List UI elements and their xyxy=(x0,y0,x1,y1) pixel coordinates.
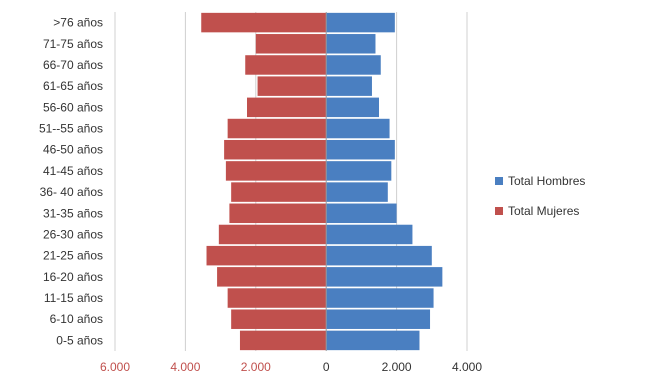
x-tick-label: 2.000 xyxy=(241,360,271,374)
bar-hombres-1 xyxy=(326,309,431,329)
category-label: 51--55 años xyxy=(39,122,103,136)
bar-mujeres-3 xyxy=(217,267,327,287)
bars xyxy=(201,12,443,351)
category-label: 41-45 años xyxy=(43,164,103,178)
bar-hombres-15 xyxy=(326,12,395,33)
x-tick-label: 4.000 xyxy=(170,360,200,374)
category-label: 16-20 años xyxy=(43,270,103,284)
x-tick-labels: 6.000 4.000 2.000 0 2.000 4.000 xyxy=(100,360,482,374)
bar-hombres-8 xyxy=(326,161,392,181)
bar-mujeres-12 xyxy=(257,76,327,96)
bar-mujeres-6 xyxy=(229,203,327,224)
category-label: 36- 40 años xyxy=(40,185,103,199)
bar-hombres-12 xyxy=(326,76,372,96)
x-tick-label: 0 xyxy=(323,360,330,374)
bar-hombres-14 xyxy=(326,34,376,54)
bar-hombres-11 xyxy=(326,97,379,118)
bar-hombres-10 xyxy=(326,118,390,139)
bar-mujeres-5 xyxy=(218,224,327,245)
category-label: 11-15 años xyxy=(44,291,103,305)
category-label: 21-25 años xyxy=(43,249,103,263)
x-tick-label: 4.000 xyxy=(452,360,482,374)
category-label: 71-75 años xyxy=(43,37,103,51)
category-label: 26-30 años xyxy=(43,227,103,241)
bar-hombres-9 xyxy=(326,139,395,160)
bar-mujeres-14 xyxy=(255,34,327,54)
category-label: 0-5 años xyxy=(56,333,103,347)
bar-mujeres-13 xyxy=(245,55,327,75)
legend-label-1: Total Mujeres xyxy=(508,204,579,218)
bar-mujeres-1 xyxy=(231,309,327,329)
bar-hombres-7 xyxy=(326,182,388,202)
bar-mujeres-15 xyxy=(201,12,327,33)
bar-hombres-4 xyxy=(326,245,432,266)
category-label: 46-50 años xyxy=(43,143,103,157)
bar-hombres-0 xyxy=(326,330,420,351)
category-label: 56-60 años xyxy=(43,100,103,114)
legend-swatch-1 xyxy=(495,207,503,215)
bar-mujeres-8 xyxy=(225,161,327,181)
bar-hombres-13 xyxy=(326,55,381,75)
bar-hombres-6 xyxy=(326,203,397,224)
bar-mujeres-2 xyxy=(227,288,327,308)
bar-mujeres-11 xyxy=(247,97,327,118)
bar-mujeres-0 xyxy=(239,330,327,351)
legend: Total Hombres Total Mujeres xyxy=(495,174,585,218)
x-tick-label: 6.000 xyxy=(100,360,130,374)
bar-mujeres-10 xyxy=(227,118,327,139)
category-label: 61-65 años xyxy=(43,79,103,93)
x-tick-label: 2.000 xyxy=(382,360,412,374)
bar-mujeres-9 xyxy=(224,139,327,160)
bar-mujeres-4 xyxy=(206,245,327,266)
legend-label-0: Total Hombres xyxy=(508,174,585,188)
legend-swatch-0 xyxy=(495,177,503,185)
category-label: 6-10 años xyxy=(50,312,103,326)
bar-hombres-2 xyxy=(326,288,434,308)
category-label: 31-35 años xyxy=(43,206,103,220)
category-label: 66-70 años xyxy=(43,58,103,72)
category-labels: 0-5 años 6-10 años 11-15 años 16-20 años 21-… xyxy=(39,16,103,348)
bar-hombres-5 xyxy=(326,224,413,245)
category-label: >76 años xyxy=(53,16,103,30)
bar-mujeres-7 xyxy=(231,182,327,202)
bar-hombres-3 xyxy=(326,267,443,287)
